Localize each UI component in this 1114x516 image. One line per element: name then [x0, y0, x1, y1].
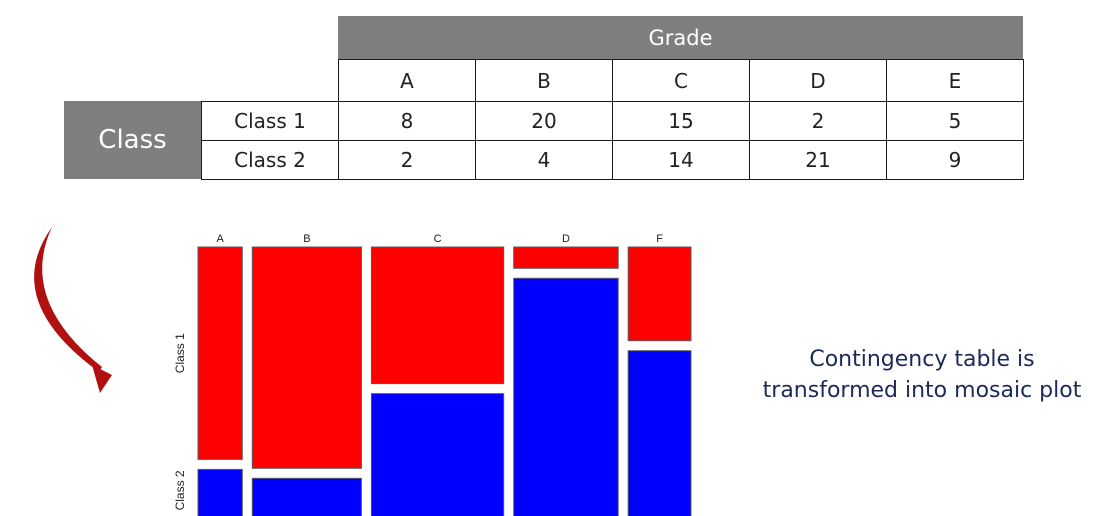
- table-cell: 4: [475, 140, 613, 180]
- mosaic-tile-class1: [251, 246, 362, 469]
- curved-arrow-icon: [34, 227, 112, 393]
- table-cell: 5: [886, 101, 1024, 141]
- table-cell: 8: [338, 101, 476, 141]
- table-cell: 2: [338, 140, 476, 180]
- table-cell: 15: [612, 101, 750, 141]
- mosaic-tile-class1: [627, 246, 692, 342]
- table-cell: 9: [886, 140, 1024, 180]
- mosaic-category-label: A: [216, 233, 224, 245]
- table-cell: 14: [612, 140, 750, 180]
- grade-column-header: E: [886, 59, 1024, 102]
- caption-line-2: transformed into mosaic plot: [762, 378, 1082, 403]
- mosaic-row-label: Class 1: [173, 333, 187, 373]
- mosaic-category-label: D: [562, 233, 570, 245]
- mosaic-plot: A B C D F Class 1 Class 2: [173, 233, 692, 516]
- mosaic-category-label: C: [434, 233, 442, 245]
- table-cell: 20: [475, 101, 613, 141]
- table-cell: 21: [749, 140, 887, 180]
- class-header: Class: [64, 101, 201, 179]
- caption-line-1: Contingency table is: [809, 347, 1035, 372]
- mosaic-row-label: Class 2: [173, 470, 187, 510]
- mosaic-tile-class2: [627, 350, 692, 516]
- grade-header: Grade: [338, 16, 1023, 59]
- grade-column-header: B: [475, 59, 613, 102]
- arrow-head: [92, 365, 112, 393]
- mosaic-tile-class2: [370, 393, 505, 516]
- mosaic-tile-class2: [197, 468, 243, 516]
- arrow-body: [34, 227, 102, 372]
- mosaic-tile-class2: [513, 277, 619, 516]
- mosaic-category-label: B: [303, 233, 310, 245]
- grade-column-header: D: [749, 59, 887, 102]
- caption: Contingency table is transformed into mo…: [742, 344, 1102, 406]
- mosaic-tile-class1: [513, 246, 619, 269]
- mosaic-tile-class1: [197, 246, 243, 460]
- class-row-label: Class 1: [201, 101, 339, 141]
- mosaic-tile-class1: [370, 246, 505, 385]
- table-cell: 2: [749, 101, 887, 141]
- mosaic-tile-class2: [251, 477, 362, 516]
- mosaic-category-label: F: [656, 233, 663, 245]
- class-row-label: Class 2: [201, 140, 339, 180]
